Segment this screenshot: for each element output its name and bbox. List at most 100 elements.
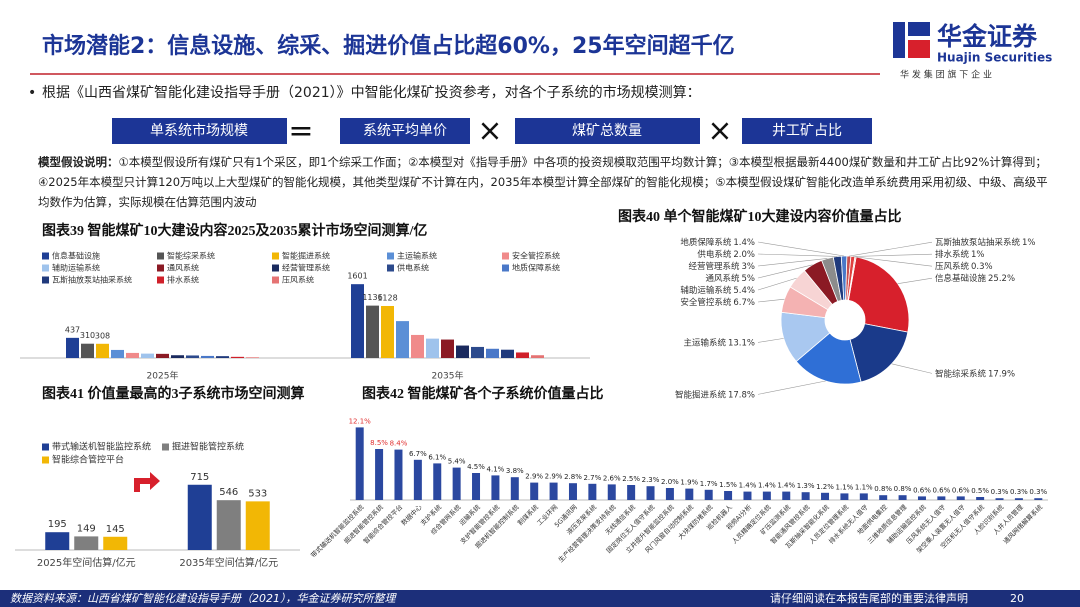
- data-label: 1.2%: [816, 483, 834, 491]
- data-label: 2.6%: [603, 474, 621, 482]
- slice-name: 主运输系统: [683, 337, 726, 348]
- legend-label: 掘进智能管控系统: [172, 441, 244, 453]
- slice-value: 2.0%: [733, 250, 755, 260]
- data-label: 1601: [347, 272, 367, 281]
- formula-op: =: [288, 114, 313, 149]
- slice-name: 辅助运输系统: [680, 285, 732, 296]
- footer-notice: 请仔细阅读在本报告尾部的重要法律声明: [770, 591, 968, 605]
- slice-name: 安全管控系统: [680, 297, 732, 308]
- bar: [530, 482, 539, 500]
- legend-swatch: [272, 264, 279, 272]
- slice-name: 瓦斯抽放泵站抽采系统: [935, 237, 1021, 248]
- slice-value: 3%: [742, 262, 756, 272]
- bar: [568, 483, 577, 500]
- data-label: 1.4%: [758, 482, 776, 490]
- bullet-dot: •: [28, 85, 36, 101]
- bar: [510, 477, 519, 500]
- footer-source: 数据资料来源：山西省煤矿智能化建设指导手册（2021），华金证券研究所整理: [10, 592, 397, 605]
- assumption-text: ①本模型假设所有煤矿只有1个采区，即1个综采工作面；②本模型对《指导手册》中各项…: [38, 155, 1048, 209]
- bar: [491, 475, 500, 500]
- data-label: 437: [65, 325, 80, 334]
- data-label: 1.5%: [719, 481, 737, 489]
- data-label: 0.3%: [1029, 488, 1047, 496]
- data-label: 1.4%: [739, 482, 757, 490]
- chart-title: 图表39 智能煤矿10大建设内容2025及2035累计市场空间测算/亿: [42, 222, 427, 239]
- legend-label: 主运输系统: [397, 251, 437, 261]
- data-label: 0.6%: [952, 486, 970, 494]
- bar: [724, 491, 733, 500]
- data-label: 1128: [377, 293, 397, 302]
- legend-label: 地质保障系统: [512, 263, 560, 273]
- formula-text: 井工矿占比: [772, 123, 842, 139]
- formula-box: [340, 118, 470, 144]
- formula-text: 系统平均单价: [363, 123, 447, 139]
- pie-slice: [848, 256, 910, 333]
- legend-swatch: [387, 252, 394, 260]
- slice-value: 25.2%: [988, 274, 1015, 284]
- data-label: 1.7%: [700, 480, 718, 488]
- legend-label: 智能掘进系统: [282, 251, 330, 261]
- data-label: 195: [48, 519, 67, 530]
- bar: [782, 491, 791, 500]
- slice-name: 压风系统: [935, 261, 970, 272]
- bar: [394, 449, 403, 500]
- assumption: 模型假设说明：①本模型假设所有煤矿只有1个采区，即1个综采工作面；②本模型对《指…: [38, 152, 1048, 212]
- bar: [355, 427, 364, 500]
- data-label: 2.0%: [661, 478, 679, 486]
- bar: [246, 357, 259, 358]
- slice-name: 智能掘进系统: [675, 389, 727, 400]
- data-label: 2.7%: [583, 474, 601, 482]
- bar: [126, 352, 139, 358]
- legend-label: 供电系统: [397, 263, 429, 273]
- data-label: 1.1%: [855, 483, 873, 491]
- slice-value: 1%: [1022, 238, 1036, 248]
- leader-line: [757, 380, 826, 395]
- bar: [486, 348, 499, 358]
- bar: [186, 355, 199, 358]
- bar: [859, 493, 868, 500]
- page-number: 20: [1010, 592, 1024, 605]
- formula-text: 单系统市场规模: [150, 122, 248, 139]
- bar: [74, 536, 99, 550]
- slice-label: 主运输系统 13.1%: [683, 337, 755, 348]
- bar: [531, 355, 544, 358]
- legend-swatch: [162, 443, 169, 451]
- logo-cn: 华金证券: [937, 22, 1038, 51]
- bar: [1014, 498, 1023, 500]
- slice-value: 17.9%: [988, 369, 1015, 379]
- data-label: 6.1%: [428, 453, 446, 461]
- slice-name: 智能综采系统: [935, 368, 987, 379]
- slide-title: 市场潜能2：信息设施、综采、掘进价值占比超60%，25年空间超千亿: [42, 33, 735, 59]
- formula-op: ×: [707, 114, 732, 149]
- x-tick-label: 2025年: [147, 370, 179, 382]
- bar: [441, 339, 454, 358]
- slice-value: 6.7%: [733, 298, 755, 308]
- bar: [452, 467, 461, 500]
- formula-text: 煤矿总数量: [572, 123, 642, 139]
- slice-value: 1.4%: [733, 238, 755, 248]
- data-label: 3.8%: [506, 467, 524, 475]
- slice-value: 17.8%: [728, 390, 755, 400]
- legend-swatch: [157, 252, 164, 260]
- slice-name: 地质保障系统: [680, 237, 732, 248]
- arrow-icon: [134, 472, 160, 492]
- legend-label: 通风系统: [167, 263, 199, 273]
- formula-box: [112, 118, 287, 144]
- slice-value: 13.1%: [728, 338, 755, 348]
- slice-name: 排水系统: [935, 249, 970, 260]
- leader-line: [848, 241, 933, 257]
- bar: [471, 346, 484, 358]
- bar: [187, 484, 212, 550]
- legend-swatch: [502, 252, 509, 260]
- data-label: 0.6%: [932, 486, 950, 494]
- data-label: 149: [77, 523, 96, 534]
- legend-label: 经营管理系统: [282, 263, 330, 273]
- x-tick-label: 2035年空间估算/亿元: [179, 556, 278, 569]
- slice-label: 地质保障系统 1.4%: [680, 237, 755, 248]
- legend-swatch: [272, 252, 279, 260]
- slice-label: 智能综采系统 17.9%: [935, 368, 1015, 379]
- bar: [956, 496, 965, 500]
- data-label: 1.9%: [680, 479, 698, 487]
- slice-value: 5.4%: [733, 286, 755, 296]
